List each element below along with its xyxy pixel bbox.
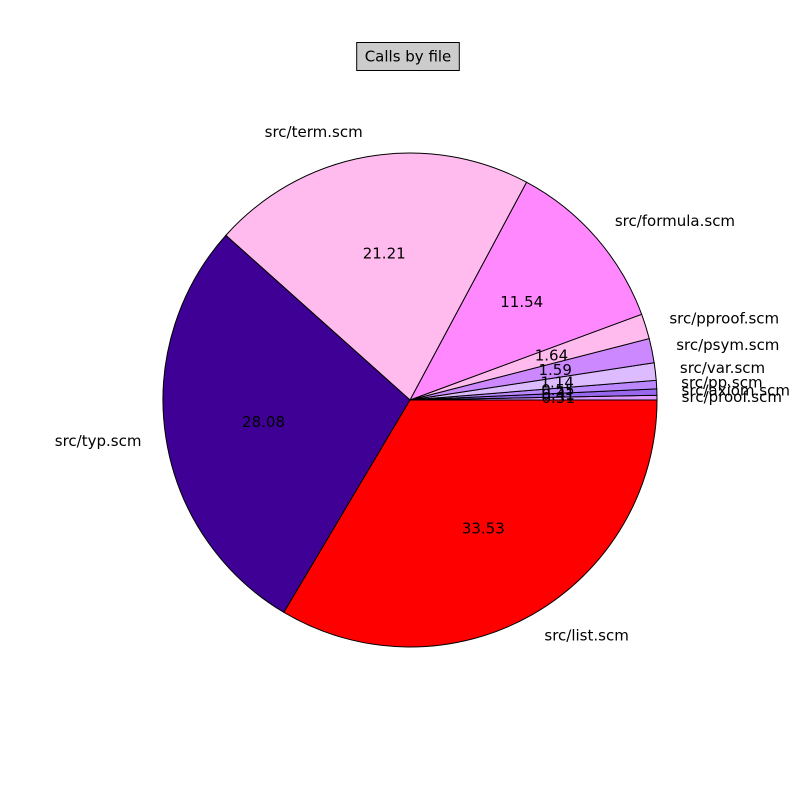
value-label: 1.59 [539,361,572,379]
slice-label: src/typ.scm [55,432,142,450]
pie-slice [162,234,411,614]
value-label: 0.31 [541,389,574,407]
slice-label: src/pp.scm [681,374,762,392]
value-label: 28.08 [242,413,285,431]
slice-label: src/var.scm [680,359,765,377]
value-label: 0.55 [541,381,574,399]
slice-label: src/term.scm [265,123,363,141]
value-label: 33.53 [462,519,505,537]
value-label: 0.41 [541,386,574,404]
chart-title: Calls by file [365,48,452,66]
pie-slice [225,152,528,401]
value-label: 21.21 [363,245,406,263]
pie-slice [408,181,643,401]
slice-label: src/pproof.scm [669,309,779,327]
slice-label: src/list.scm [544,627,628,645]
slice-label: src/formula.scm [615,212,735,230]
value-label: 11.54 [500,293,543,311]
value-label: 1.14 [541,373,574,391]
slice-label: src/proof.scm [682,388,782,406]
slice-label: src/psym.scm [676,336,779,354]
value-label: 1.64 [535,346,568,364]
pie-slice [283,399,658,648]
title-box [356,42,460,71]
slice-label: src/axiom.scm [682,382,790,400]
